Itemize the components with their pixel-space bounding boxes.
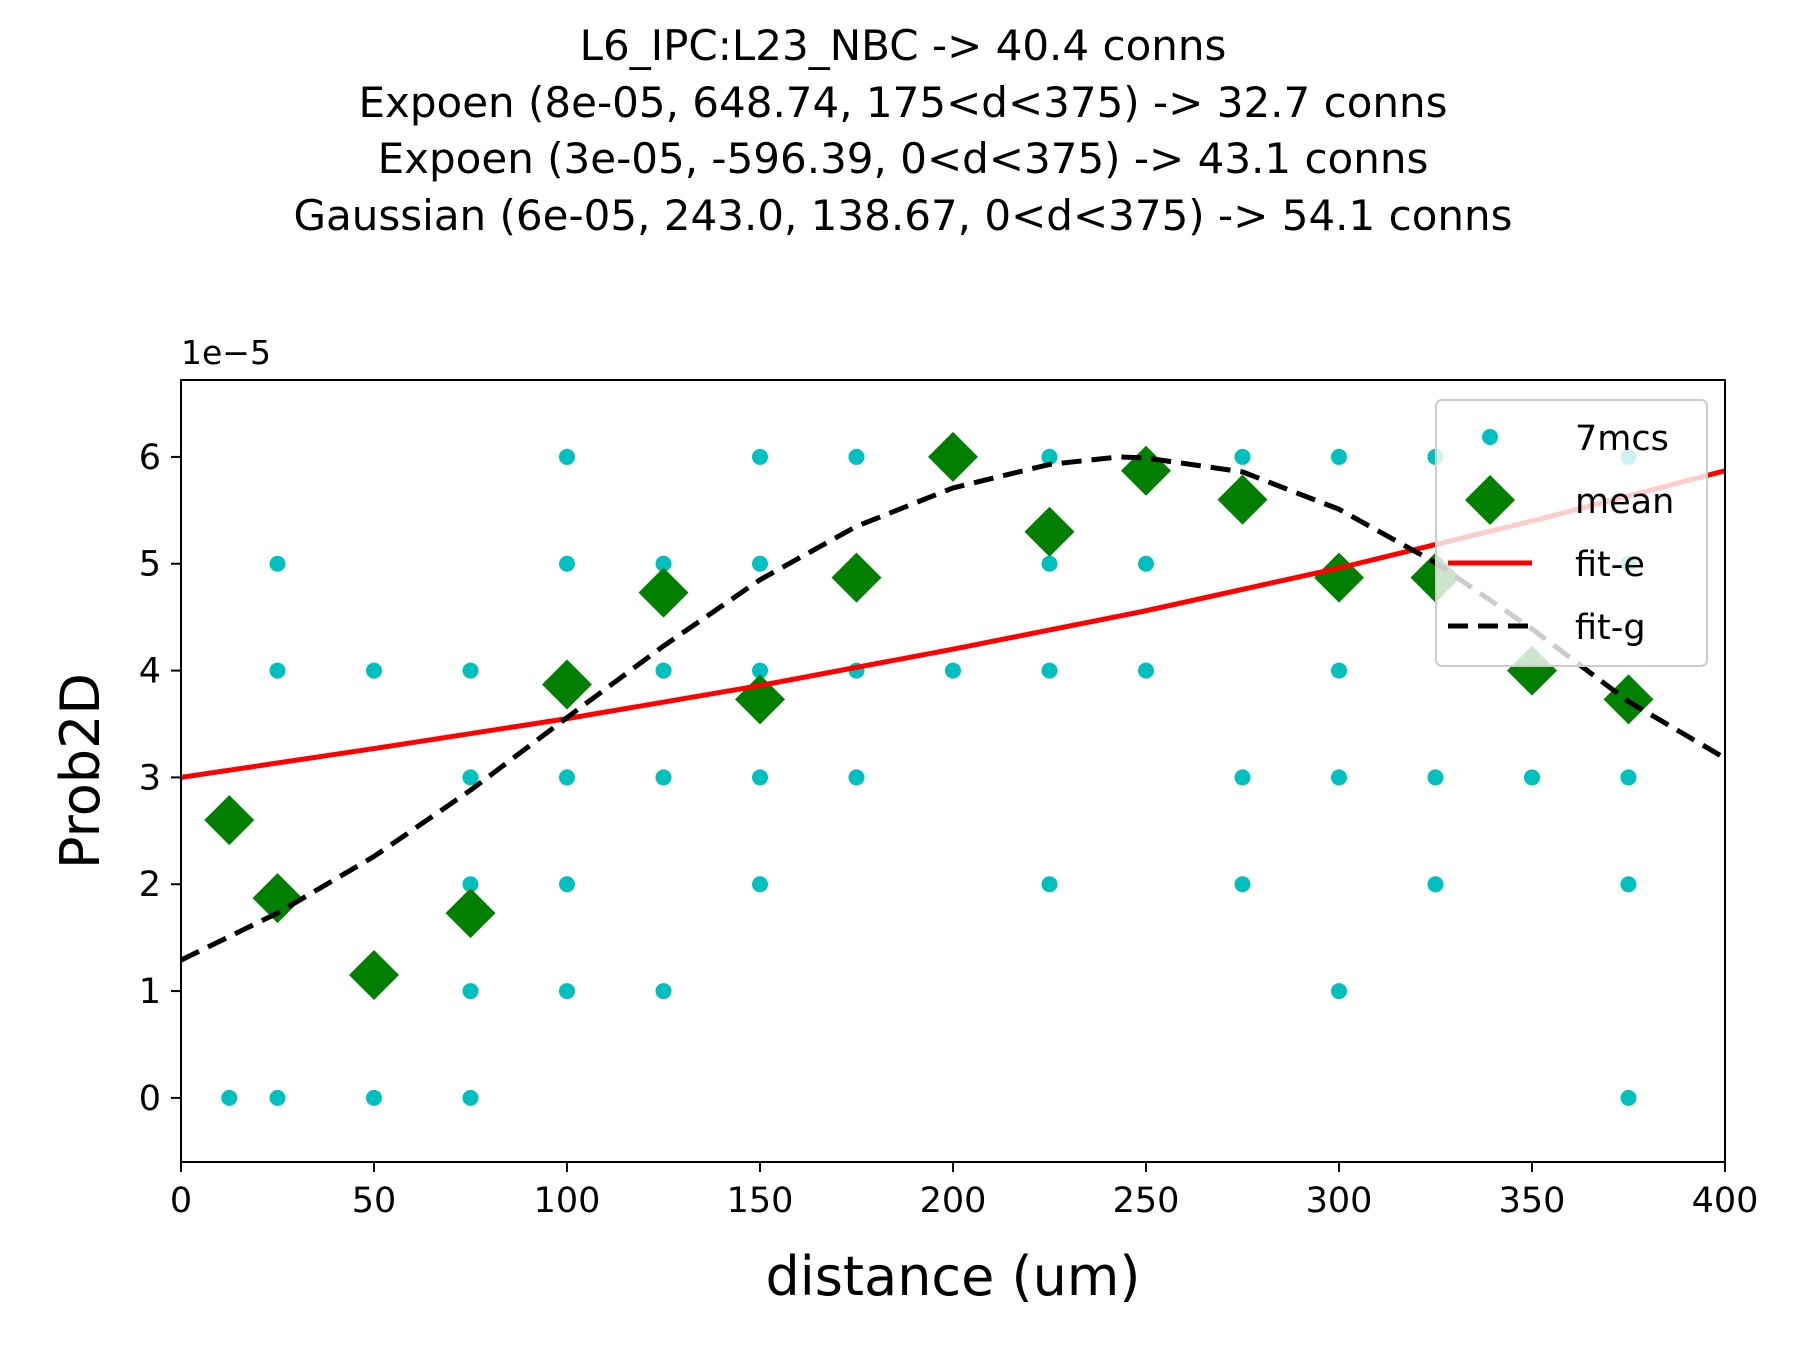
sample-point <box>1041 876 1058 893</box>
sample-point <box>655 555 672 572</box>
sample-point <box>269 662 286 679</box>
sample-point <box>848 769 865 786</box>
legend-label-mean: mean <box>1575 482 1674 522</box>
x-tick-label: 350 <box>1499 1181 1566 1221</box>
sample-point <box>559 876 575 893</box>
mean-marker <box>831 552 882 603</box>
mean-marker <box>1121 445 1171 496</box>
y-tick-label: 4 <box>139 652 161 692</box>
sample-point <box>945 662 961 679</box>
mean-marker <box>928 431 978 482</box>
sample-point <box>462 769 479 786</box>
legend-label-fit-g: fit-g <box>1575 608 1646 648</box>
mean-marker <box>1217 474 1268 525</box>
y-tick-label: 2 <box>139 865 161 905</box>
x-tick-label: 250 <box>1113 1181 1180 1221</box>
mean-marker <box>252 873 303 924</box>
sample-point <box>655 769 672 786</box>
mean-marker <box>204 795 255 846</box>
x-axis-ticks: 0 50 100 150 200 250 300 350 400 <box>170 1162 1759 1221</box>
sample-point <box>1620 1089 1637 1106</box>
plot-frame <box>180 379 1726 1163</box>
mean-marker <box>638 567 689 618</box>
sample-point <box>1234 448 1251 465</box>
legend: 7mcs mean fit-e fit-g <box>1435 399 1708 667</box>
sample-point <box>1331 769 1347 786</box>
sample-point <box>752 662 768 679</box>
legend-label-7mcs: 7mcs <box>1575 419 1669 459</box>
sample-point <box>752 555 768 572</box>
mean-marker <box>349 950 399 1001</box>
mean-marker <box>1024 506 1075 557</box>
title-line-2: Expoen (8e-05, 648.74, 175<d<375) -> 32.… <box>358 78 1447 127</box>
sample-point <box>752 448 768 465</box>
legend-marker-mean <box>1465 475 1515 525</box>
sample-point <box>559 448 575 465</box>
x-tick-label: 150 <box>727 1181 794 1221</box>
title-line-4: Gaussian (6e-05, 243.0, 138.67, 0<d<375)… <box>293 191 1512 240</box>
sample-point <box>752 769 768 786</box>
sample-point <box>462 983 479 1000</box>
sample-point <box>366 1089 382 1106</box>
sample-point <box>752 876 768 893</box>
mean-marker <box>1314 552 1364 603</box>
mean-marker <box>542 659 592 710</box>
mean-marker <box>445 888 496 939</box>
x-tick-label: 300 <box>1306 1181 1373 1221</box>
sample-point <box>269 555 286 572</box>
sample-point <box>269 1089 286 1106</box>
sample-point <box>655 662 672 679</box>
x-tick-label: 400 <box>1692 1181 1759 1221</box>
y-tick-label: 1 <box>139 972 161 1012</box>
y-tick-label: 6 <box>139 438 161 478</box>
sample-point <box>462 662 479 679</box>
sample-point <box>559 983 575 1000</box>
title-line-1: L6_IPC:L23_NBC -> 40.4 conns <box>580 21 1227 70</box>
y-tick-label: 0 <box>139 1079 161 1119</box>
sample-point <box>1041 448 1058 465</box>
x-tick-label: 0 <box>170 1181 192 1221</box>
y-axis-ticks: 0 1 2 3 4 5 6 <box>139 438 181 1119</box>
sample-point <box>1620 876 1637 893</box>
sample-point <box>559 769 575 786</box>
x-tick-label: 50 <box>352 1181 397 1221</box>
sample-point <box>462 1089 479 1106</box>
sample-point <box>1524 769 1540 786</box>
x-tick-label: 100 <box>534 1181 601 1221</box>
chart-title: L6_IPC:L23_NBC -> 40.4 conns Expoen (8e-… <box>293 21 1512 240</box>
x-tick-label: 200 <box>920 1181 987 1221</box>
sample-point <box>1138 555 1154 572</box>
sample-point <box>1331 662 1347 679</box>
title-line-3: Expoen (3e-05, -596.39, 0<d<375) -> 43.1… <box>378 134 1429 183</box>
sample-point <box>1041 662 1058 679</box>
sample-point <box>655 983 672 1000</box>
sample-point <box>1427 769 1444 786</box>
y-tick-label: 3 <box>139 758 161 798</box>
y-axis-label: Prob2D <box>49 673 112 869</box>
legend-box <box>1435 399 1708 667</box>
y-offset-label: 1e−5 <box>181 333 271 372</box>
sample-point <box>1234 876 1251 893</box>
sample-point <box>366 662 382 679</box>
legend-markers <box>1448 429 1532 629</box>
sample-point <box>1427 876 1444 893</box>
sample-point <box>1041 555 1058 572</box>
sample-point <box>848 448 865 465</box>
sample-point <box>1620 769 1637 786</box>
sample-point <box>1331 983 1347 1000</box>
x-axis-label: distance (um) <box>766 1245 1141 1308</box>
sample-point <box>559 555 575 572</box>
sample-point <box>1331 448 1347 465</box>
sample-point <box>1234 769 1251 786</box>
sample-point <box>1138 662 1154 679</box>
y-tick-label: 5 <box>139 545 161 585</box>
legend-label-fit-e: fit-e <box>1575 545 1645 585</box>
legend-marker-7mcs <box>1482 429 1498 445</box>
sample-point <box>221 1089 238 1106</box>
fit-g-line <box>181 454 1725 963</box>
sample-point <box>462 876 479 893</box>
